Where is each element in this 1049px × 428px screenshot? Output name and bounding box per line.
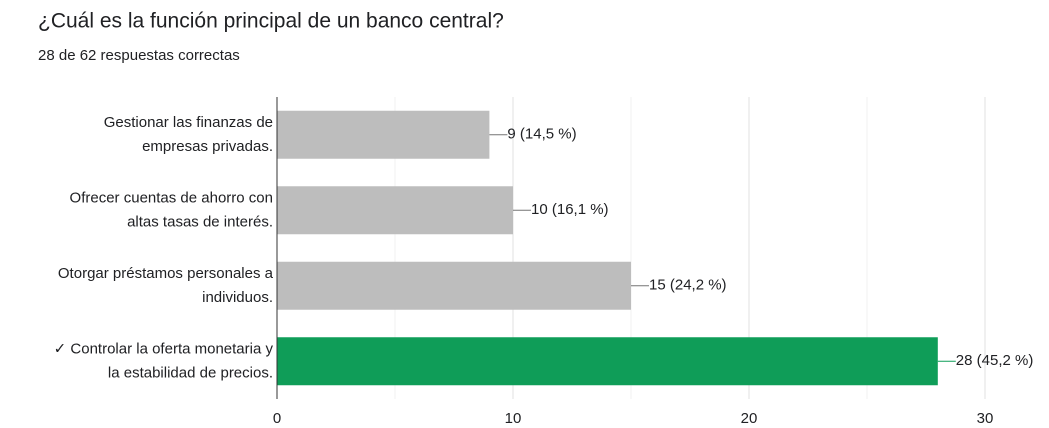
y-tick-label-line: Gestionar las finanzas de	[104, 114, 273, 131]
chart-title: ¿Cuál es la función principal de un banc…	[38, 10, 504, 33]
y-tick-label-line: Ofrecer cuentas de ahorro con	[70, 189, 273, 206]
y-tick-label-line: ✓ Controlar la oferta monetaria y	[54, 340, 274, 357]
y-tick-label-line: empresas privadas.	[142, 138, 273, 155]
x-tick-label: 20	[741, 410, 758, 427]
y-tick-label: ✓ Controlar la oferta monetaria y la esta…	[54, 340, 274, 381]
chart-subtitle: 28 de 62 respuestas correctas	[38, 47, 240, 64]
bar	[277, 110, 490, 159]
x-tick-label: 0	[273, 410, 281, 427]
bar	[277, 337, 938, 386]
y-tick-label-line: altas tasas de interés.	[127, 213, 273, 230]
y-tick-label-line: individuos.	[202, 289, 273, 306]
y-tick-label: Ofrecer cuentas de ahorro con altas tasas…	[70, 189, 273, 230]
y-tick-label: Gestionar las finanzas de empresas privad…	[104, 114, 273, 155]
y-tick-label-line: la estabilidad de precios.	[108, 364, 273, 381]
x-tick-label: 10	[505, 410, 522, 427]
value-label: 9 (14,5 %)	[507, 126, 576, 143]
y-tick-label: Otorgar préstamos personales a individuos…	[58, 265, 274, 306]
bar	[277, 186, 513, 235]
value-label: 15 (24,2 %)	[649, 277, 727, 294]
x-tick-label: 30	[977, 410, 994, 427]
value-label: 10 (16,1 %)	[531, 201, 609, 218]
y-tick-label-line: Otorgar préstamos personales a	[58, 265, 274, 282]
bar	[277, 261, 631, 310]
value-label: 28 (45,2 %)	[956, 352, 1034, 369]
